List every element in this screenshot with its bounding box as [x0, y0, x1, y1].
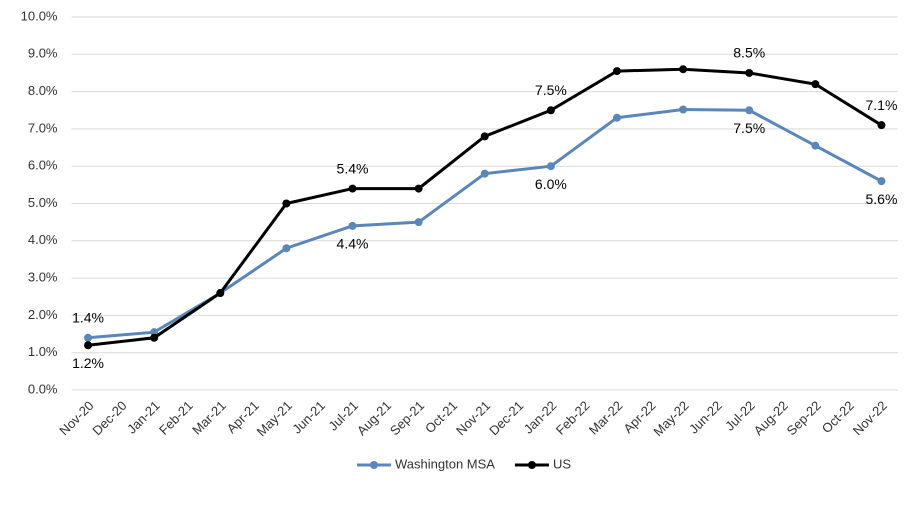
point: [480, 169, 489, 178]
y-tick-label: 5.0%: [28, 195, 58, 210]
data-label: 7.1%: [866, 97, 898, 113]
point: [679, 65, 688, 74]
legend-label: Washington MSA: [395, 456, 495, 471]
data-label: 5.4%: [337, 160, 369, 176]
data-label: 6.0%: [535, 176, 567, 192]
y-tick-label: 9.0%: [28, 46, 58, 61]
x-tick-label: Mar-22: [586, 398, 626, 438]
point: [216, 289, 225, 298]
x-tick-label: Jan-21: [124, 398, 163, 437]
x-tick-label: Jan-22: [521, 398, 560, 437]
point: [546, 162, 555, 171]
point: [679, 105, 688, 114]
point: [811, 141, 820, 150]
x-tick-label: Aug-22: [751, 398, 791, 438]
x-tick-label: Aug-21: [354, 398, 394, 438]
point: [745, 106, 754, 115]
data-label: 4.4%: [337, 236, 369, 252]
x-tick-label: Feb-22: [553, 398, 593, 438]
point: [877, 121, 886, 130]
data-label: 8.5%: [733, 45, 765, 61]
point: [877, 177, 886, 186]
x-tick-label: May-21: [254, 398, 295, 439]
y-tick-label: 3.0%: [28, 270, 58, 285]
point: [612, 113, 621, 122]
x-tick-label: Nov-22: [850, 398, 890, 438]
x-tick-label: Sep-21: [387, 398, 427, 438]
x-tick-label: May-22: [650, 398, 691, 439]
point: [150, 333, 159, 342]
x-tick-label: Nov-20: [56, 398, 96, 438]
point: [480, 132, 489, 141]
x-tick-label: Dec-21: [486, 398, 526, 438]
data-label: 5.6%: [866, 191, 898, 207]
point: [84, 341, 93, 350]
point: [84, 333, 93, 342]
y-tick-label: 8.0%: [28, 83, 58, 98]
point: [546, 106, 555, 115]
y-tick-label: 7.0%: [28, 120, 58, 135]
legend-label: US: [553, 456, 571, 471]
data-label: 1.2%: [72, 355, 104, 371]
legend-marker: [370, 461, 378, 469]
y-tick-label: 0.0%: [28, 381, 58, 396]
y-tick-label: 1.0%: [28, 344, 58, 359]
y-tick-label: 4.0%: [28, 232, 58, 247]
point: [745, 68, 754, 77]
point: [282, 244, 291, 253]
x-tick-label: Sep-22: [784, 398, 824, 438]
line: [87, 67, 883, 347]
y-tick-label: 6.0%: [28, 158, 58, 173]
point: [150, 328, 159, 337]
data-label: 7.5%: [535, 82, 567, 98]
point: [282, 199, 291, 208]
y-tick-label: 2.0%: [28, 307, 58, 322]
x-tick-label: Jun-21: [289, 398, 328, 437]
data-label: 1.4%: [72, 309, 104, 325]
point: [348, 184, 357, 193]
y-tick-label: 10.0%: [21, 8, 58, 23]
legend-marker: [527, 461, 536, 469]
x-tick-label: Nov-21: [453, 398, 493, 438]
x-tick-label: Dec-20: [89, 398, 129, 438]
x-tick-label: Jun-22: [686, 398, 725, 437]
point: [414, 184, 423, 193]
x-tick-label: Mar-21: [189, 398, 229, 438]
point: [348, 221, 357, 230]
x-tick-label: Feb-21: [156, 398, 196, 438]
point: [811, 80, 820, 89]
data-label: 7.5%: [733, 120, 765, 136]
point: [612, 67, 621, 76]
point: [414, 218, 423, 227]
